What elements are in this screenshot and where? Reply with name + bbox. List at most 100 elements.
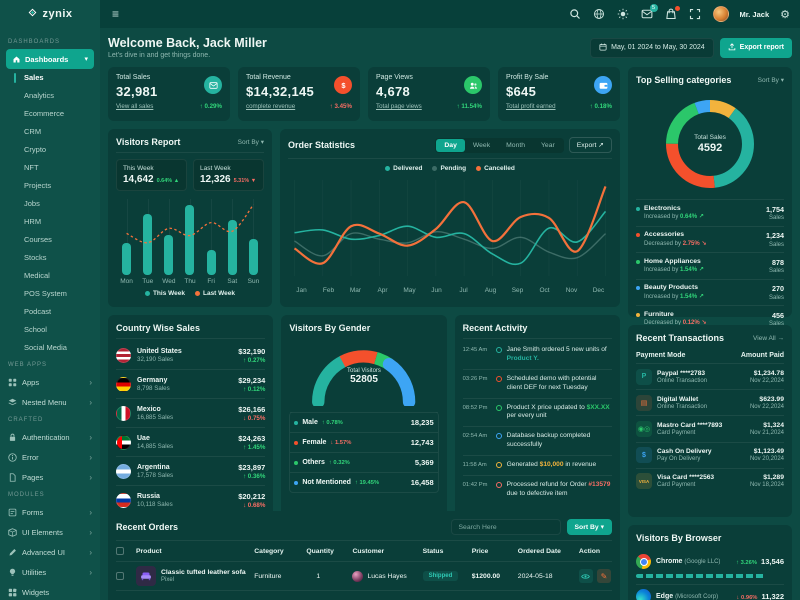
sidebar-item-apps[interactable]: Apps ›: [6, 372, 94, 392]
column-header-ordered-date[interactable]: Ordered Date: [517, 547, 561, 555]
tab-day[interactable]: Day: [436, 138, 465, 152]
sidebar-item-authentication[interactable]: Authentication ›: [6, 427, 94, 447]
country-row[interactable]: Russia 10,118 Sales $20,212 ↓ 0.68%: [116, 486, 265, 514]
sidebar-subitem-projects[interactable]: Projects: [24, 181, 52, 190]
column-header-category[interactable]: Category: [254, 547, 284, 555]
export-chart-button[interactable]: Export ↗: [568, 137, 612, 153]
country-row[interactable]: Argentina 17,578 Sales $23,897 ↑ 0.36%: [116, 457, 266, 486]
brand-logo[interactable]: zynix: [0, 0, 100, 28]
category-row[interactable]: Accessories Decreased by 2.75% ↘ 1,234 Sa…: [636, 227, 784, 253]
fullscreen-icon[interactable]: [689, 8, 702, 21]
sidebar-item-dashboards[interactable]: Dashboards ▾: [6, 49, 94, 69]
visitors-report-sort-dropdown[interactable]: Sort By ▾: [237, 139, 264, 146]
orders-sort-button[interactable]: Sort By ▾: [566, 519, 612, 535]
tab-year[interactable]: Year: [541, 141, 555, 149]
sidebar-subitem-jobs[interactable]: Jobs: [24, 199, 40, 208]
stat-card-link[interactable]: View all sales: [116, 103, 154, 110]
sidebar-item-utilities[interactable]: Utilities ›: [6, 562, 94, 582]
stat-card-link[interactable]: Total profit earned: [506, 103, 556, 110]
top-categories-sort-dropdown[interactable]: Sort By ▾: [757, 77, 784, 84]
sidebar-subitem-sales[interactable]: Sales: [6, 69, 94, 87]
view-all-link[interactable]: View All →: [753, 334, 784, 342]
sidebar-subitem-nft[interactable]: NFT: [24, 163, 39, 172]
week-tile-this-week[interactable]: This Week 14,642 0.64% ▲: [116, 159, 187, 191]
sidebar-item-forms[interactable]: Forms ›: [6, 502, 94, 522]
search-icon[interactable]: [569, 8, 582, 21]
sidebar-subitem-school[interactable]: School: [24, 325, 47, 334]
gender-row[interactable]: Male ↑ 0.78% 18,235: [290, 412, 438, 432]
row-checkbox[interactable]: [116, 572, 124, 580]
sidebar-subitem-ecommerce[interactable]: Ecommerce: [24, 109, 65, 118]
sidebar-subitem-pos-system[interactable]: POS System: [24, 289, 67, 298]
bar-column[interactable]: [158, 199, 179, 275]
sidebar-subitem-analytics[interactable]: Analytics: [24, 91, 55, 100]
stat-card-link[interactable]: Total page views: [376, 103, 422, 110]
user-avatar[interactable]: [712, 6, 729, 22]
sidebar-subitem-social-media[interactable]: Social Media: [24, 343, 67, 352]
sidebar-item-widgets[interactable]: Widgets: [6, 582, 94, 600]
sidebar-subitem-hrm[interactable]: HRM: [24, 217, 42, 226]
sidebar-subitem-stocks[interactable]: Stocks: [24, 253, 47, 262]
sidebar-item-nested-menu[interactable]: Nested Menu ›: [6, 392, 94, 412]
order-row[interactable]: Classic tufted leather sofa Pixel Furnitu…: [116, 562, 612, 591]
activity-dot: [495, 433, 502, 440]
cart-icon[interactable]: [665, 5, 680, 21]
country-row[interactable]: Uae 14,885 Sales $24,263 ↑ 1.45%: [116, 428, 266, 457]
transaction-row[interactable]: ▤ Digital Wallet Online Transaction $623.…: [636, 390, 784, 417]
sidebar-item-advanced-ui[interactable]: Advanced UI ›: [6, 542, 94, 562]
sidebar-subitem-courses[interactable]: Courses: [24, 235, 52, 244]
transaction-row[interactable]: ◉◎ Mastro Card ****7893 Card Payment $1,3…: [636, 416, 784, 443]
date-range-picker[interactable]: May, 01 2024 to May, 30 2024: [590, 37, 714, 58]
messages-icon[interactable]: 5: [641, 3, 658, 21]
column-header-quantity[interactable]: Quantity: [306, 547, 334, 555]
stat-card-link[interactable]: complete revenue: [246, 103, 296, 110]
transaction-row[interactable]: P Paypal ****2783 Online Transaction $1,2…: [636, 364, 784, 391]
country-row[interactable]: United States 32,190 Sales $32,190 ↑ 0.27…: [116, 341, 266, 370]
language-icon[interactable]: [593, 8, 606, 21]
edit-order-button[interactable]: ✎: [596, 569, 611, 583]
gender-row[interactable]: Female ↓ 1.57% 12,743: [290, 432, 438, 452]
bar-column[interactable]: [179, 199, 200, 275]
category-row[interactable]: Home Appliances Increased by 1.54% ↗ 878…: [636, 253, 784, 280]
browser-row[interactable]: Edge (Microsoft Corp) ↓ 0.96% 11,322: [636, 585, 784, 600]
tab-week[interactable]: Week: [472, 141, 491, 149]
gender-row[interactable]: Not Mentioned ↑ 19.45% 16,458: [290, 472, 438, 492]
sidebar-subitem-crypto[interactable]: Crypto: [24, 145, 47, 154]
column-header-action[interactable]: Action: [578, 547, 601, 555]
bar-column[interactable]: [201, 199, 222, 275]
view-order-button[interactable]: [578, 569, 593, 583]
column-header-product[interactable]: Product: [136, 547, 162, 555]
settings-gear-icon[interactable]: ⚙: [780, 8, 790, 21]
select-all-checkbox[interactable]: [116, 547, 124, 555]
bar-column[interactable]: [116, 199, 137, 275]
sidebar-subitem-medical[interactable]: Medical: [24, 271, 50, 280]
sidebar-item-ui-elements[interactable]: UI Elements ›: [6, 522, 94, 542]
country-row[interactable]: Mexico 16,885 Sales $26,166 ↓ 0.75%: [116, 399, 266, 428]
transaction-row[interactable]: VISA Visa Card ****2563 Card Payment $1,2…: [636, 469, 784, 494]
orders-search-input[interactable]: [450, 519, 561, 535]
sidebar-item-pages[interactable]: Pages ›: [6, 467, 94, 487]
week-tile-last-week[interactable]: Last Week 12,326 5.31% ▼: [193, 159, 264, 191]
country-row[interactable]: Germany 8,798 Sales $29,234 ↑ 0.12%: [116, 370, 266, 399]
bar-column[interactable]: [137, 199, 158, 275]
column-header-status[interactable]: Status: [422, 547, 444, 555]
export-report-button[interactable]: Export report: [719, 37, 792, 58]
sidebar-subitem-podcast[interactable]: Podcast: [24, 307, 52, 316]
gender-row[interactable]: Others ↑ 0.32% 5,369: [290, 452, 438, 472]
category-row[interactable]: Electronics Increased by 0.64% ↗ 1,754 Sa…: [636, 200, 784, 227]
transactions-list: P Paypal ****2783 Online Transaction $1,2…: [636, 364, 784, 494]
category-row[interactable]: Furniture Decreased by 0.12% ↘ 456 Sales: [636, 306, 784, 332]
menu-toggle-icon[interactable]: ≡: [112, 7, 120, 21]
bar-column[interactable]: [222, 199, 243, 275]
tab-month[interactable]: Month: [506, 141, 526, 149]
transaction-row[interactable]: $ Cash On Delivery Pay On Delivery $1,123…: [636, 443, 784, 469]
column-header-customer[interactable]: Customer: [352, 547, 385, 555]
sidebar-item-error[interactable]: Error ›: [6, 447, 94, 467]
gender-gauge-chart: Total Visitors 52805: [289, 342, 438, 409]
category-row[interactable]: Beauty Products Increased by 1.54% ↗ 270…: [636, 280, 784, 306]
theme-toggle-icon[interactable]: [617, 8, 630, 21]
browser-row[interactable]: Chrome (Google LLC) ↑ 3.26% 13,546: [636, 550, 784, 585]
sidebar-subitem-crm[interactable]: CRM: [24, 127, 42, 136]
bar-column[interactable]: [243, 199, 264, 275]
column-header-price[interactable]: Price: [471, 547, 489, 555]
